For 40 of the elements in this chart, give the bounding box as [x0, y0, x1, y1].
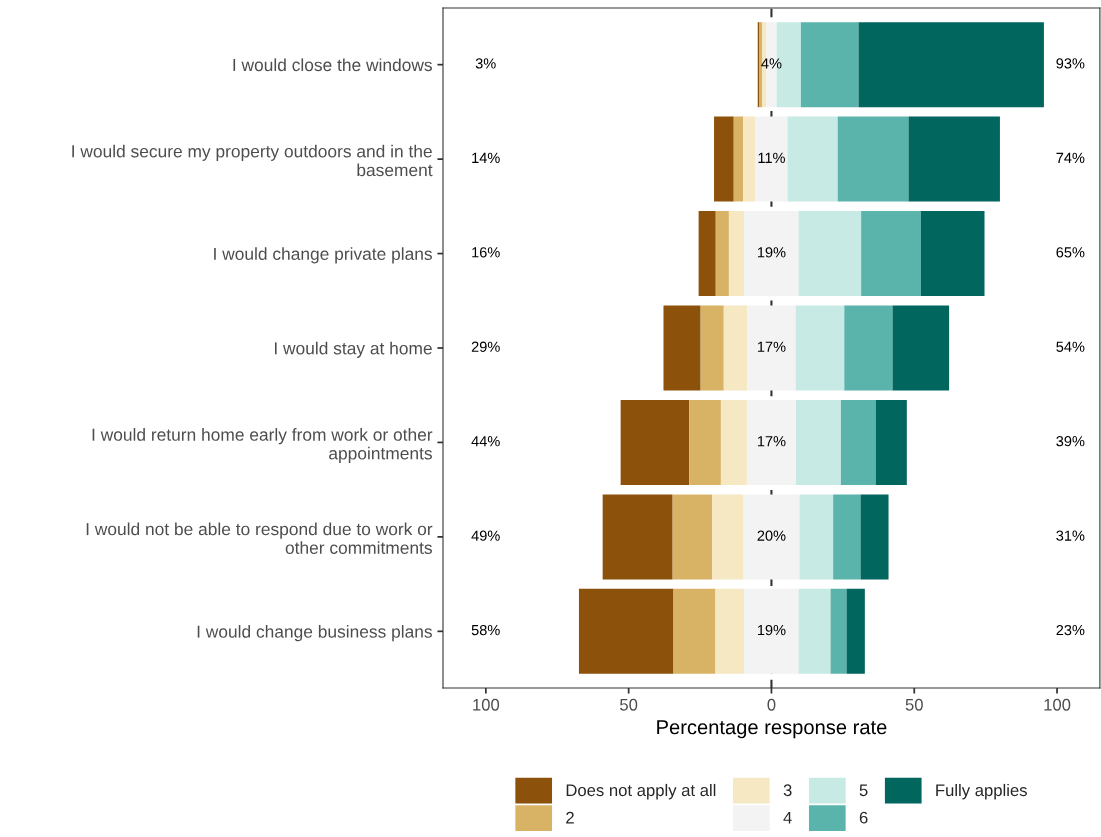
- legend-label: 5: [859, 784, 868, 797]
- annotation: 39%: [1056, 436, 1085, 447]
- y-tick-label: I would change business plans: [197, 625, 432, 642]
- y-tick-label: I would return home early from work or other appointments: [92, 428, 433, 463]
- annotation: 14%: [472, 152, 500, 163]
- y-tick-label: I would close the windows: [233, 58, 432, 72]
- annotation: 58%: [471, 624, 500, 636]
- annotation: 93%: [1056, 58, 1085, 69]
- x-tick-label: 50: [620, 698, 638, 711]
- x-tick-label: 100: [1044, 698, 1071, 711]
- legend-label: Fully applies: [936, 783, 1027, 800]
- annotation: 3%: [475, 58, 496, 69]
- annotation: 44%: [471, 436, 500, 447]
- annotation: 74%: [1056, 152, 1085, 163]
- annotation: 65%: [1056, 247, 1085, 258]
- annotation: 19%: [757, 247, 786, 258]
- annotation: 49%: [471, 530, 500, 541]
- legend-label: 2: [566, 811, 574, 824]
- annotation: 17%: [757, 341, 786, 352]
- annotation: 31%: [1056, 530, 1085, 541]
- legend-label: 4: [783, 811, 792, 824]
- y-tick-label: I would stay at home: [274, 341, 432, 358]
- legend-label: Does not apply at all: [566, 783, 716, 800]
- annotation: 17%: [757, 436, 786, 447]
- x-tick-label: 100: [473, 698, 500, 711]
- x-tick-label: 50: [905, 698, 923, 711]
- y-tick-label: I would not be able to respond due to work or other commitments: [86, 522, 433, 554]
- x-tick-label: 0: [767, 698, 776, 711]
- annotation: 19%: [757, 624, 786, 636]
- legend-label: 3: [783, 784, 792, 797]
- annotation: 11%: [758, 152, 785, 163]
- annotation: 54%: [1056, 341, 1085, 352]
- annotation: 29%: [471, 341, 500, 352]
- x-axis-title: Percentage response rate: [657, 720, 887, 739]
- annotation: 20%: [757, 530, 786, 541]
- annotation: 23%: [1056, 624, 1085, 636]
- legend-label: 6: [859, 811, 868, 824]
- annotation: 16%: [472, 247, 500, 258]
- y-tick-label: I would secure my property outdoors and in the basement: [72, 144, 433, 177]
- y-tick-label: I would change private plans: [214, 247, 432, 264]
